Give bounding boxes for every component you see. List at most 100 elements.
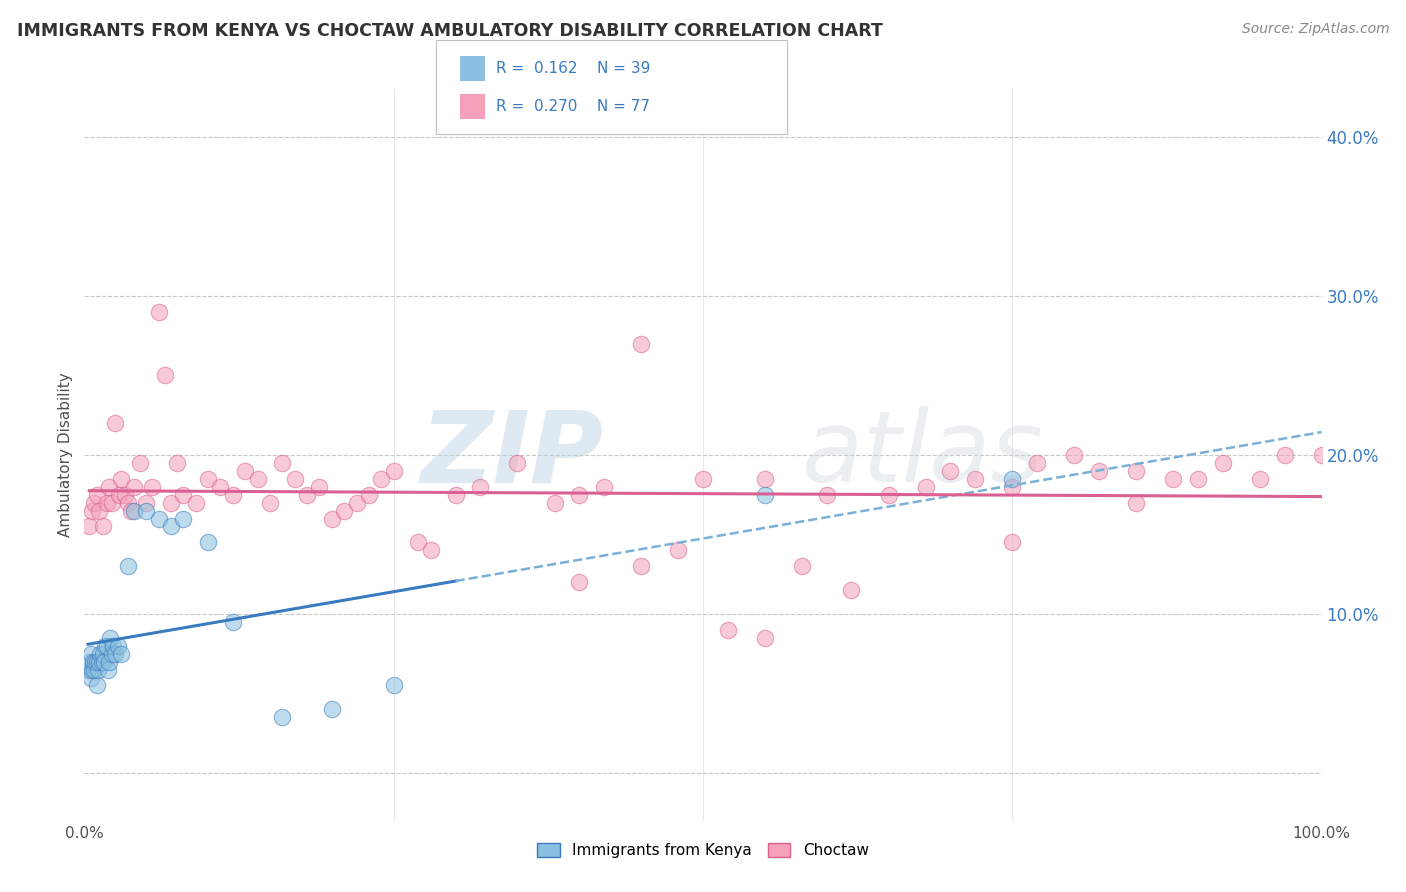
Point	[1125, 495, 1147, 509]
Point	[148, 305, 170, 319]
Point	[419, 543, 441, 558]
Point	[172, 511, 194, 525]
Text: IMMIGRANTS FROM KENYA VS CHOCTAW AMBULATORY DISABILITY CORRELATION CHART: IMMIGRANTS FROM KENYA VS CHOCTAW AMBULAT…	[17, 22, 883, 40]
Point	[166, 456, 188, 470]
Point	[1249, 472, 1271, 486]
Point	[754, 631, 776, 645]
Point	[100, 495, 122, 509]
Point	[184, 495, 207, 509]
Point	[382, 464, 405, 478]
Point	[197, 535, 219, 549]
Legend: Immigrants from Kenya, Choctaw: Immigrants from Kenya, Choctaw	[531, 837, 875, 864]
Point	[96, 495, 118, 509]
Point	[666, 543, 689, 558]
Point	[1088, 464, 1111, 478]
Point	[91, 519, 114, 533]
Point	[1274, 448, 1296, 462]
Point	[110, 647, 132, 661]
Point	[141, 480, 163, 494]
Point	[101, 639, 124, 653]
Point	[1161, 472, 1184, 486]
Point	[259, 495, 281, 509]
Point	[914, 480, 936, 494]
Point	[86, 678, 108, 692]
Point	[209, 480, 232, 494]
Point	[877, 488, 900, 502]
Point	[104, 647, 127, 661]
Point	[1125, 464, 1147, 478]
Point	[98, 631, 121, 645]
Point	[321, 702, 343, 716]
Point	[1001, 480, 1024, 494]
Text: atlas: atlas	[801, 407, 1043, 503]
Point	[89, 655, 111, 669]
Point	[630, 336, 652, 351]
Point	[83, 495, 105, 509]
Point	[568, 575, 591, 590]
Point	[104, 416, 127, 430]
Point	[108, 488, 131, 502]
Point	[89, 503, 111, 517]
Point	[117, 559, 139, 574]
Point	[79, 519, 101, 533]
Point	[98, 480, 121, 494]
Point	[110, 472, 132, 486]
Point	[630, 559, 652, 574]
Point	[160, 519, 183, 533]
Point	[382, 678, 405, 692]
Point	[135, 503, 157, 517]
Point	[295, 488, 318, 502]
Point	[506, 456, 529, 470]
Text: Source: ZipAtlas.com: Source: ZipAtlas.com	[1241, 22, 1389, 37]
Point	[86, 655, 108, 669]
Point	[148, 511, 170, 525]
Point	[83, 663, 105, 677]
Point	[98, 655, 121, 669]
Point	[84, 655, 107, 669]
Point	[87, 663, 110, 677]
Point	[222, 615, 245, 629]
Point	[815, 488, 838, 502]
Point	[90, 655, 112, 669]
Point	[160, 495, 183, 509]
Point	[692, 472, 714, 486]
Point	[841, 583, 863, 598]
Point	[939, 464, 962, 478]
Point	[222, 488, 245, 502]
Point	[93, 655, 115, 669]
Point	[233, 464, 256, 478]
Point	[965, 472, 987, 486]
Text: R =  0.162    N = 39: R = 0.162 N = 39	[496, 61, 651, 76]
Point	[80, 503, 103, 517]
Point	[129, 456, 152, 470]
Point	[1310, 448, 1333, 462]
Point	[790, 559, 813, 574]
Point	[117, 495, 139, 509]
Point	[1026, 456, 1049, 470]
Text: ZIP: ZIP	[420, 407, 605, 503]
Point	[1212, 456, 1234, 470]
Point	[1001, 472, 1024, 486]
Point	[86, 488, 108, 502]
Point	[754, 488, 776, 502]
Point	[754, 472, 776, 486]
Point	[122, 503, 145, 517]
Point	[172, 488, 194, 502]
Point	[122, 480, 145, 494]
Point	[107, 639, 129, 653]
Point	[77, 663, 100, 677]
Point	[79, 671, 101, 685]
Point	[1187, 472, 1209, 486]
Y-axis label: Ambulatory Disability: Ambulatory Disability	[58, 373, 73, 537]
Point	[543, 495, 565, 509]
Point	[100, 647, 122, 661]
Text: R =  0.270    N = 77: R = 0.270 N = 77	[496, 99, 651, 114]
Point	[79, 647, 101, 661]
Point	[321, 511, 343, 525]
Point	[408, 535, 430, 549]
Point	[1063, 448, 1085, 462]
Point	[593, 480, 616, 494]
Point	[444, 488, 467, 502]
Point	[94, 639, 117, 653]
Point	[271, 456, 294, 470]
